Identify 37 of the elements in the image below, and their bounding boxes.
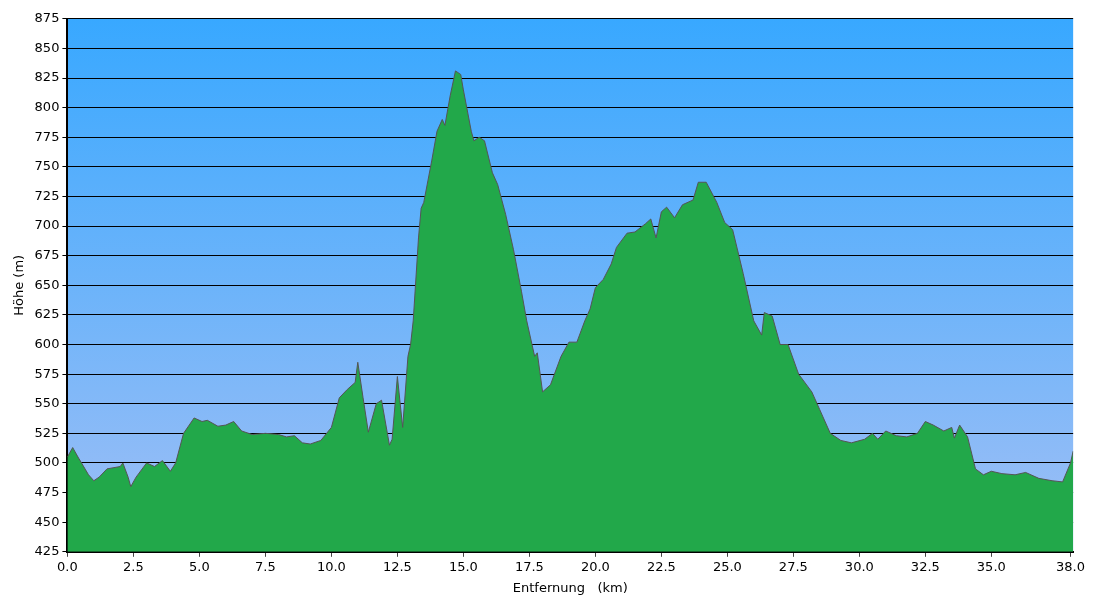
x-tick-label: 5.0 — [189, 558, 210, 574]
x-tick-label: 22.5 — [646, 558, 676, 574]
y-tick-label: 450 — [34, 513, 60, 529]
y-axis-title: Höhe (m) — [11, 254, 27, 316]
y-tick-label: 875 — [34, 10, 60, 26]
x-tick-label: 20.0 — [580, 558, 610, 574]
y-tick-label: 675 — [34, 247, 60, 263]
y-tick-label: 500 — [34, 454, 60, 470]
x-tick-label: 30.0 — [844, 558, 874, 574]
y-tick-label: 775 — [34, 128, 60, 144]
x-tick-label: 0.0 — [57, 558, 78, 574]
y-tick-label: 625 — [34, 306, 60, 322]
y-tick-label: 600 — [34, 335, 60, 351]
x-tick-label: 38.0 — [1056, 558, 1085, 574]
y-tick-label: 525 — [34, 424, 60, 440]
y-tick-label: 850 — [34, 39, 60, 55]
x-tick-label: 10.0 — [316, 558, 346, 574]
y-tick-label: 650 — [34, 276, 60, 292]
y-tick-label: 725 — [34, 187, 60, 203]
y-tick-label: 550 — [34, 395, 60, 411]
x-tick-label: 7.5 — [255, 558, 276, 574]
x-tick-label: 15.0 — [448, 558, 478, 574]
y-tick-label: 700 — [34, 217, 60, 233]
y-tick-label: 825 — [34, 69, 60, 85]
x-tick-label: 35.0 — [976, 558, 1006, 574]
x-axis-title: Entfernung (km) — [512, 579, 628, 595]
x-tick-label: 27.5 — [778, 558, 808, 574]
x-tick-label: 12.5 — [382, 558, 412, 574]
y-tick-label: 475 — [34, 483, 60, 499]
y-tick-label: 750 — [34, 158, 60, 174]
x-tick-label: 25.0 — [712, 558, 742, 574]
x-tick-label: 2.5 — [123, 558, 144, 574]
x-tick-label: 32.5 — [910, 558, 940, 574]
y-tick-label: 800 — [34, 99, 60, 115]
y-tick-label: 425 — [34, 543, 60, 559]
y-tick-label: 575 — [34, 365, 60, 381]
x-tick-label: 17.5 — [514, 558, 544, 574]
